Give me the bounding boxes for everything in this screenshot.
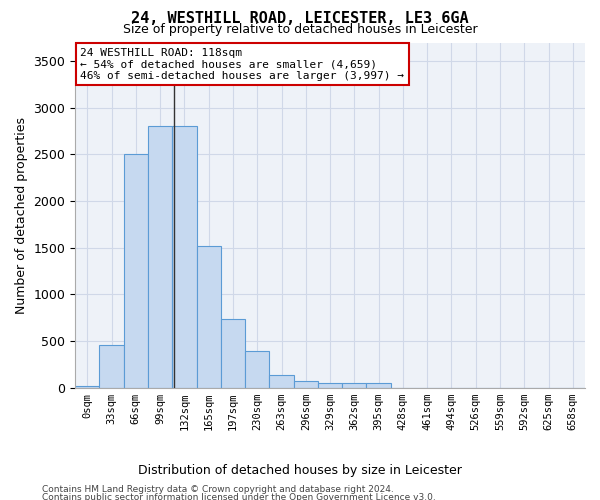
Text: Distribution of detached houses by size in Leicester: Distribution of detached houses by size … [138, 464, 462, 477]
Bar [245, 352, 269, 388]
Text: Contains public sector information licensed under the Open Government Licence v3: Contains public sector information licen… [42, 494, 436, 500]
Bar [293, 381, 318, 388]
Text: 24 WESTHILL ROAD: 118sqm
← 54% of detached houses are smaller (4,659)
46% of sem: 24 WESTHILL ROAD: 118sqm ← 54% of detach… [80, 48, 404, 81]
Bar [148, 126, 172, 388]
Bar [100, 344, 124, 388]
Bar [75, 386, 100, 388]
Bar [342, 383, 367, 388]
Bar [124, 154, 148, 388]
Bar [318, 383, 342, 388]
Bar [197, 246, 221, 388]
Bar [367, 383, 391, 388]
Text: Size of property relative to detached houses in Leicester: Size of property relative to detached ho… [122, 24, 478, 36]
Text: 24, WESTHILL ROAD, LEICESTER, LE3 6GA: 24, WESTHILL ROAD, LEICESTER, LE3 6GA [131, 11, 469, 26]
Text: Contains HM Land Registry data © Crown copyright and database right 2024.: Contains HM Land Registry data © Crown c… [42, 485, 394, 494]
Y-axis label: Number of detached properties: Number of detached properties [15, 116, 28, 314]
Bar [221, 318, 245, 388]
Bar [269, 374, 293, 388]
Bar [172, 126, 197, 388]
